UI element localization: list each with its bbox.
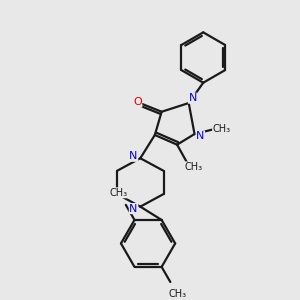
Text: CH₃: CH₃: [184, 162, 202, 172]
Text: O: O: [133, 97, 142, 107]
Text: CH₃: CH₃: [110, 188, 128, 198]
Text: N: N: [129, 204, 138, 214]
Text: N: N: [129, 151, 138, 161]
Text: CH₃: CH₃: [168, 289, 186, 299]
Text: N: N: [188, 93, 197, 103]
Text: CH₃: CH₃: [213, 124, 231, 134]
Text: N: N: [196, 131, 205, 141]
